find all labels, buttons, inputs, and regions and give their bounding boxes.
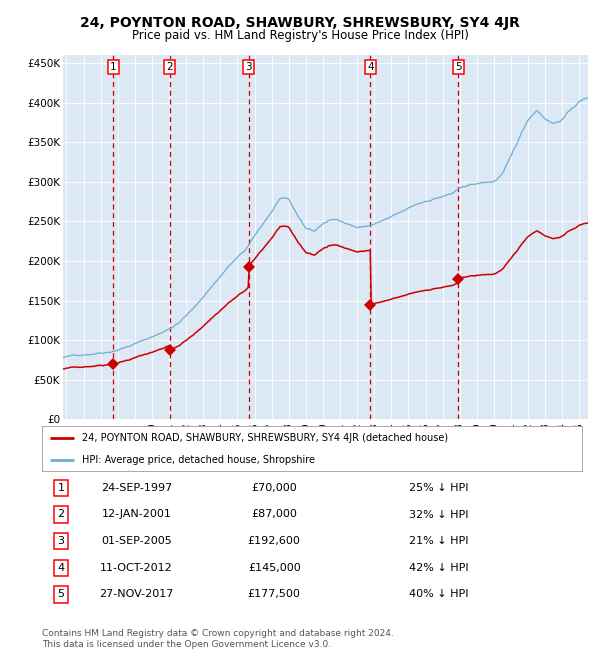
Text: £70,000: £70,000 [251, 483, 297, 493]
Text: 3: 3 [58, 536, 64, 546]
Text: 1: 1 [58, 483, 64, 493]
Text: 25% ↓ HPI: 25% ↓ HPI [409, 483, 469, 493]
Text: 42% ↓ HPI: 42% ↓ HPI [409, 563, 469, 573]
Text: £192,600: £192,600 [248, 536, 301, 546]
Text: 4: 4 [58, 563, 64, 573]
Text: £177,500: £177,500 [248, 590, 301, 599]
Text: 1: 1 [110, 62, 116, 72]
Text: HPI: Average price, detached house, Shropshire: HPI: Average price, detached house, Shro… [83, 455, 316, 465]
Text: 21% ↓ HPI: 21% ↓ HPI [409, 536, 469, 546]
Text: Price paid vs. HM Land Registry's House Price Index (HPI): Price paid vs. HM Land Registry's House … [131, 29, 469, 42]
Text: 40% ↓ HPI: 40% ↓ HPI [409, 590, 469, 599]
Text: 11-OCT-2012: 11-OCT-2012 [100, 563, 173, 573]
Text: 24, POYNTON ROAD, SHAWBURY, SHREWSBURY, SY4 4JR: 24, POYNTON ROAD, SHAWBURY, SHREWSBURY, … [80, 16, 520, 31]
Text: 01-SEP-2005: 01-SEP-2005 [101, 536, 172, 546]
Text: 12-JAN-2001: 12-JAN-2001 [101, 510, 172, 519]
Text: 24-SEP-1997: 24-SEP-1997 [101, 483, 172, 493]
Text: 32% ↓ HPI: 32% ↓ HPI [409, 510, 469, 519]
Text: 5: 5 [58, 590, 64, 599]
Text: 24, POYNTON ROAD, SHAWBURY, SHREWSBURY, SY4 4JR (detached house): 24, POYNTON ROAD, SHAWBURY, SHREWSBURY, … [83, 434, 449, 443]
Text: £145,000: £145,000 [248, 563, 301, 573]
Text: 27-NOV-2017: 27-NOV-2017 [100, 590, 173, 599]
Text: £87,000: £87,000 [251, 510, 297, 519]
Text: 2: 2 [166, 62, 173, 72]
Text: 5: 5 [455, 62, 461, 72]
Text: 4: 4 [367, 62, 374, 72]
Text: 3: 3 [245, 62, 252, 72]
Text: Contains HM Land Registry data © Crown copyright and database right 2024.
This d: Contains HM Land Registry data © Crown c… [42, 629, 394, 649]
Text: 2: 2 [58, 510, 64, 519]
